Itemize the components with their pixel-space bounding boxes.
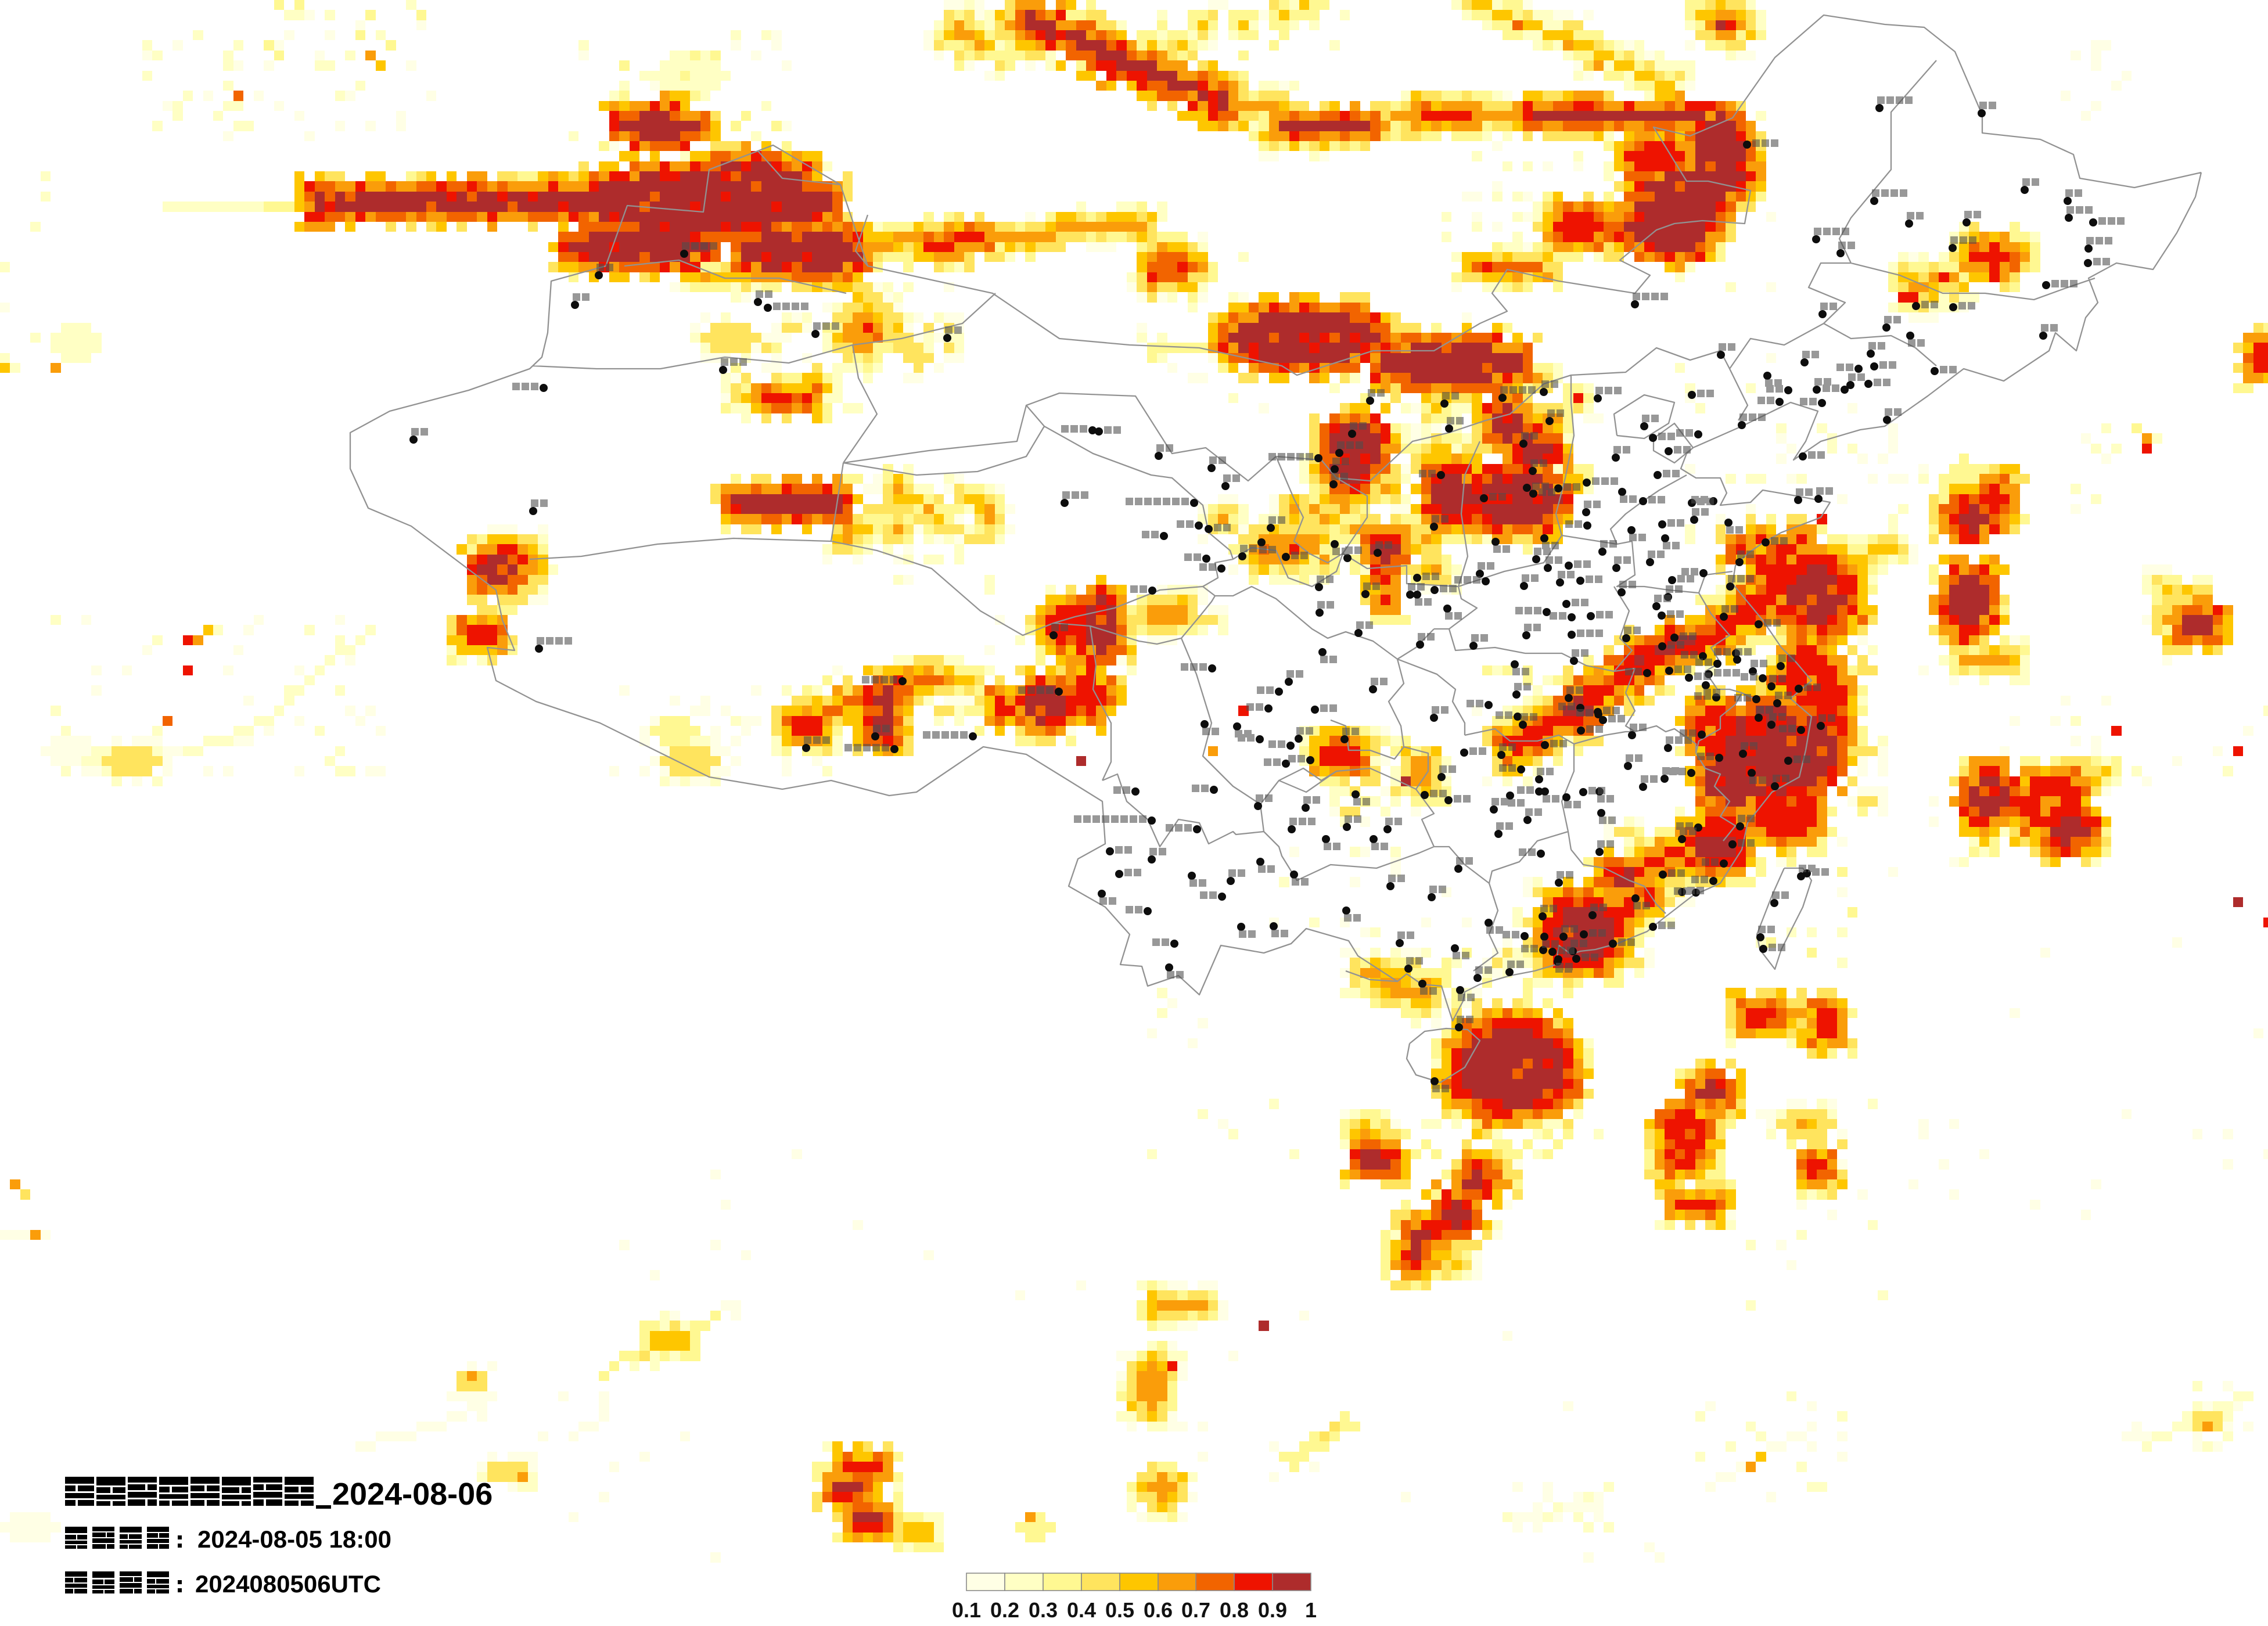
svg-text:0.5: 0.5 <box>1105 1598 1134 1622</box>
svg-text:0.2: 0.2 <box>990 1598 1019 1622</box>
svg-text:1: 1 <box>1305 1598 1317 1622</box>
svg-text:2024080506UTC: 2024080506UTC <box>195 1570 381 1598</box>
svg-text:2024-08-06: 2024-08-06 <box>332 1477 493 1512</box>
svg-text:0.9: 0.9 <box>1258 1598 1287 1622</box>
svg-text:0.6: 0.6 <box>1144 1598 1173 1622</box>
svg-text:0.1: 0.1 <box>952 1598 981 1622</box>
svg-text:0.4: 0.4 <box>1067 1598 1096 1622</box>
svg-text:0.7: 0.7 <box>1181 1598 1210 1622</box>
svg-text:2024-08-05 18:00: 2024-08-05 18:00 <box>197 1526 391 1553</box>
svg-text:0.8: 0.8 <box>1220 1598 1249 1622</box>
svg-text:0.3: 0.3 <box>1029 1598 1058 1622</box>
